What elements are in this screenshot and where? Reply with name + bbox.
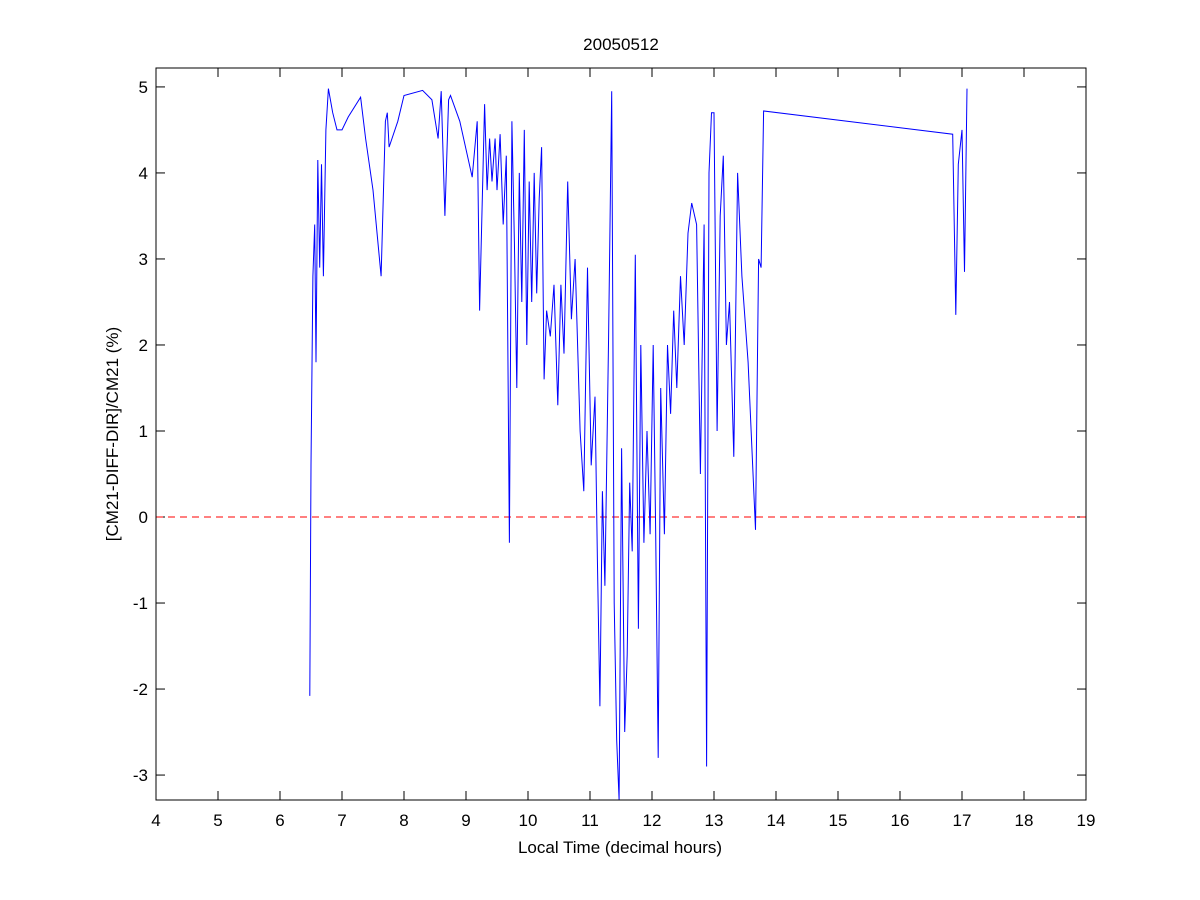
y-axis-label: [CM21-DIFF-DIR]/CM21 (%) [103, 327, 122, 541]
y-tick-label: 1 [139, 422, 148, 441]
y-tick-label: 4 [139, 164, 148, 183]
x-tick-label: 11 [581, 811, 599, 830]
x-tick-label: 9 [461, 811, 470, 830]
x-tick-label: 12 [643, 811, 662, 830]
y-tick-label: -1 [133, 594, 148, 613]
data-line [309, 88, 968, 801]
x-tick-label: 19 [1077, 811, 1096, 830]
y-tick-label: 3 [139, 250, 148, 269]
x-tick-label: 6 [275, 811, 284, 830]
y-tick-label: 5 [139, 78, 148, 97]
x-tick-label: 10 [519, 811, 538, 830]
y-tick-label: -3 [133, 766, 148, 785]
x-axis-label: Local Time (decimal hours) [518, 838, 722, 857]
y-tick-label: -2 [133, 680, 148, 699]
x-tick-label: 18 [1015, 811, 1034, 830]
x-tick-label: 17 [953, 811, 972, 830]
x-tick-label: 8 [399, 811, 408, 830]
x-tick-label: 7 [337, 811, 346, 830]
x-tick-label: 5 [213, 811, 222, 830]
y-tick-label: 2 [139, 336, 148, 355]
x-tick-label: 15 [829, 811, 848, 830]
y-tick-label: 0 [139, 508, 148, 527]
x-tick-label: 4 [151, 811, 160, 830]
x-tick-label: 13 [705, 811, 724, 830]
x-tick-label: 14 [767, 811, 786, 830]
plot-frame [155, 67, 1087, 801]
chart-title: 20050512 [583, 35, 659, 54]
x-tick-label: 16 [891, 811, 910, 830]
